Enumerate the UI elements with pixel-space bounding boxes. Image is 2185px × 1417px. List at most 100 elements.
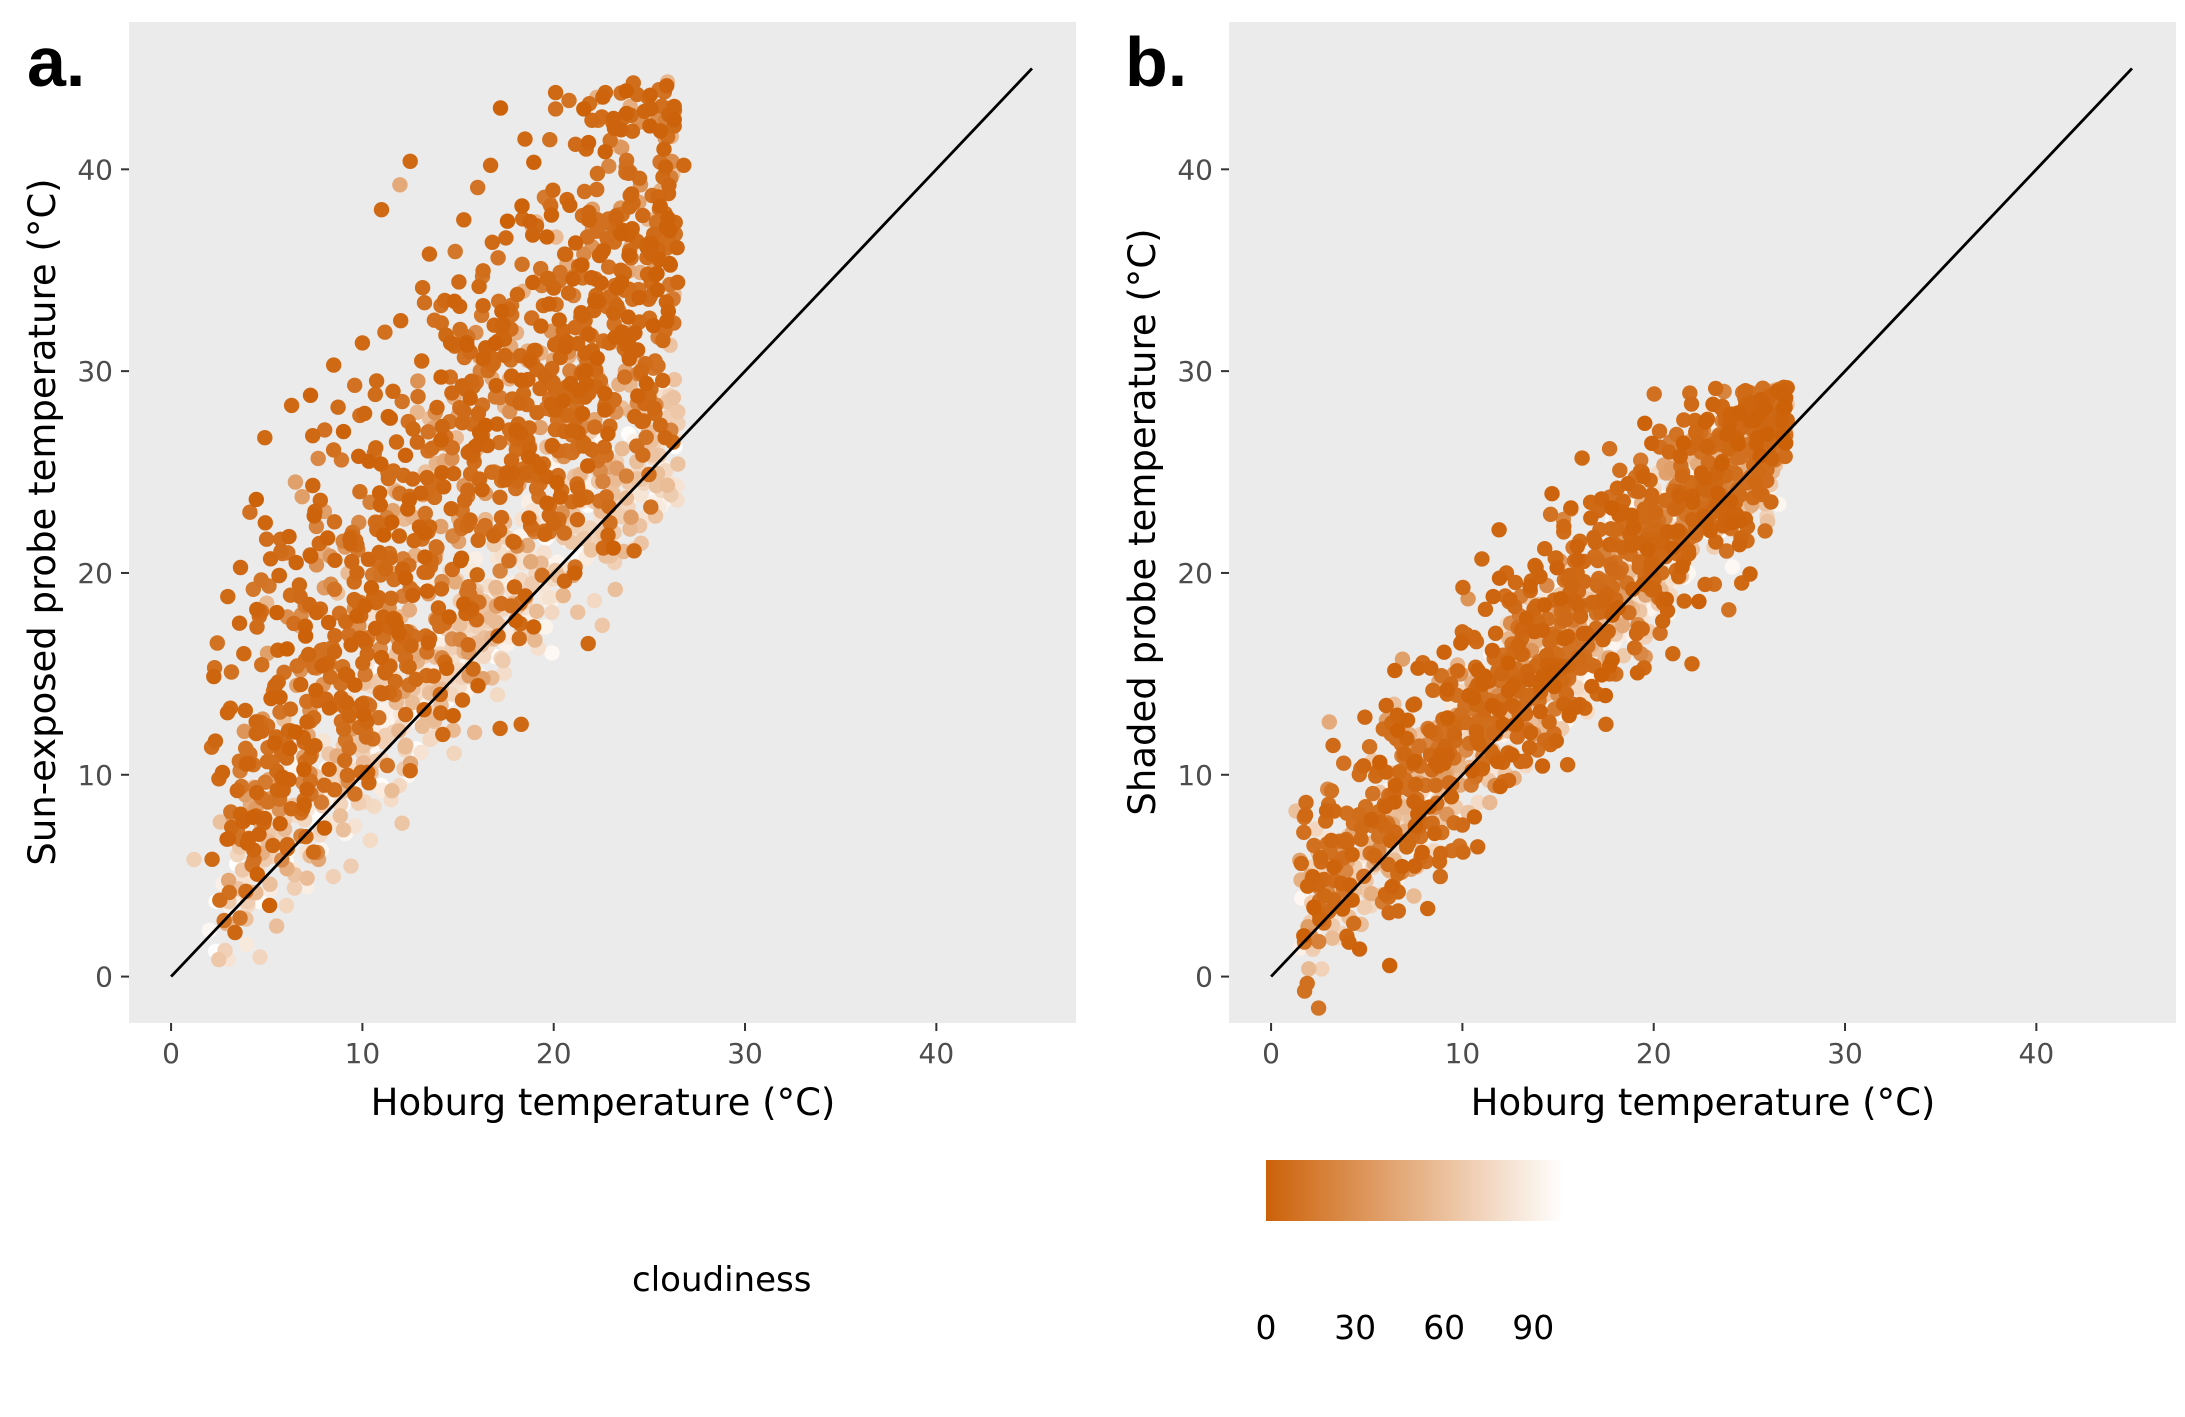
data-point: [1635, 468, 1652, 485]
data-point: [470, 532, 486, 548]
data-point: [1406, 794, 1422, 810]
data-point: [1691, 593, 1707, 610]
data-point: [626, 543, 642, 559]
y-tick-label: 40: [1177, 153, 1213, 186]
data-point: [1453, 635, 1469, 651]
data-point: [1590, 552, 1606, 569]
data-point: [368, 440, 384, 456]
data-point: [575, 308, 591, 324]
data-point: [282, 701, 299, 717]
data-point: [293, 676, 309, 693]
data-point: [1601, 441, 1618, 457]
data-point: [332, 808, 348, 824]
data-point: [565, 271, 581, 287]
data-point: [1549, 560, 1565, 576]
data-point: [537, 619, 554, 635]
data-point: [325, 868, 341, 885]
data-point: [649, 265, 665, 282]
data-point: [541, 296, 557, 312]
data-point: [272, 689, 288, 705]
data-point: [1296, 824, 1312, 840]
data-point: [231, 615, 248, 631]
data-point: [1484, 697, 1501, 714]
data-point: [441, 609, 457, 625]
data-point: [373, 649, 390, 666]
data-point: [522, 352, 538, 368]
data-point: [377, 727, 394, 743]
data-point: [413, 744, 429, 761]
data-point: [227, 924, 243, 941]
data-point: [1310, 1000, 1327, 1016]
data-point: [490, 250, 506, 266]
data-point: [1614, 617, 1631, 634]
data-point: [326, 644, 343, 660]
data-point: [570, 480, 586, 496]
data-point: [1504, 697, 1520, 713]
data-point: [1697, 414, 1714, 430]
data-point: [1681, 546, 1697, 562]
data-point: [1610, 600, 1626, 616]
data-point: [1564, 577, 1581, 594]
panel-b: 0 10 20 30 40 0 10 20 30 40 Hoburg temperature (…: [1121, 22, 2176, 1124]
data-point: [1532, 703, 1548, 720]
data-point: [335, 423, 352, 440]
data-point: [1380, 856, 1396, 873]
data-point: [633, 487, 649, 503]
data-point: [321, 761, 337, 777]
data-point: [1466, 809, 1483, 825]
data-point: [454, 378, 471, 394]
data-point: [1574, 450, 1590, 466]
data-point: [1718, 543, 1735, 559]
data-point: [1443, 789, 1460, 805]
data-point: [445, 708, 461, 724]
data-point: [1521, 672, 1537, 688]
data-point: [343, 858, 359, 874]
data-point: [1321, 714, 1338, 730]
data-point: [1637, 415, 1653, 431]
data-point: [1570, 597, 1586, 613]
data-point: [551, 312, 567, 328]
data-point: [1517, 753, 1534, 769]
data-point: [617, 369, 633, 385]
data-point: [1609, 521, 1625, 537]
data-point: [1559, 757, 1576, 773]
data-point: [669, 274, 686, 290]
data-point: [204, 851, 220, 867]
panel-b-x-axis-title: Hoburg temperature (°C): [1471, 1081, 1936, 1124]
data-point: [209, 635, 225, 651]
legend-tick-label: 0: [1255, 1308, 1277, 1347]
y-tick-label: 0: [95, 961, 113, 994]
data-point: [618, 336, 635, 353]
data-point: [320, 614, 337, 631]
data-point: [325, 442, 342, 458]
data-point: [525, 274, 541, 291]
data-point: [303, 548, 319, 564]
data-point: [248, 491, 264, 508]
data-point: [260, 794, 276, 810]
data-point: [377, 324, 393, 340]
data-point: [1336, 755, 1352, 771]
data-point: [1676, 593, 1692, 609]
data-point: [239, 936, 255, 953]
data-point: [445, 465, 462, 482]
data-point: [1702, 522, 1718, 539]
data-point: [601, 498, 617, 515]
data-point: [1569, 552, 1586, 568]
data-point: [419, 469, 435, 486]
data-point: [299, 693, 315, 710]
data-point: [469, 567, 485, 583]
data-point: [1505, 678, 1521, 694]
data-point: [310, 450, 326, 467]
data-point: [546, 280, 562, 296]
data-point: [394, 815, 410, 831]
data-point: [584, 112, 600, 128]
data-point: [574, 406, 591, 422]
data-point: [597, 402, 613, 418]
data-point: [618, 468, 635, 484]
data-point: [1555, 696, 1572, 712]
data-point: [1596, 593, 1613, 609]
data-point: [549, 474, 565, 491]
data-point: [267, 677, 284, 693]
data-point: [520, 449, 537, 465]
data-point: [587, 293, 603, 309]
